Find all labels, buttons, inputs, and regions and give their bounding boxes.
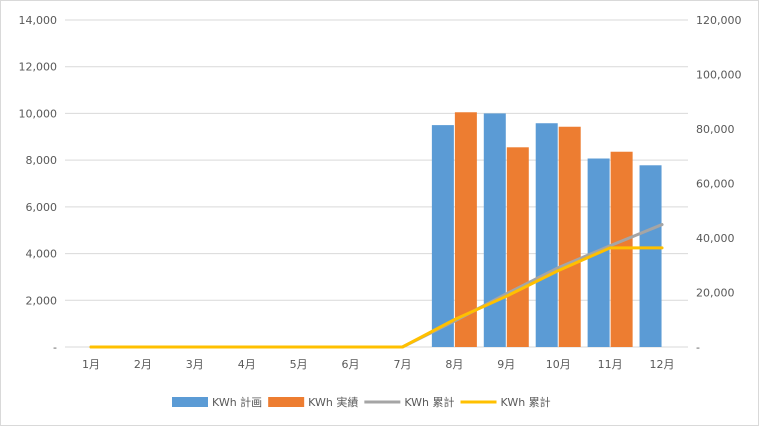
bar-series (431, 112, 662, 347)
y-left-tick-label: 2,000 (26, 294, 58, 307)
x-tick-label: 6月 (342, 358, 360, 371)
bar (483, 113, 506, 347)
x-tick-label: 9月 (497, 358, 515, 371)
x-tick-label: 1月 (82, 358, 100, 371)
y-left-tick-label: 10,000 (19, 107, 58, 120)
y-left-tick-label: 4,000 (26, 248, 58, 261)
series-line (89, 246, 664, 349)
legend-swatch (268, 397, 305, 407)
legend-label: KWh 計画 (212, 395, 262, 409)
bar (431, 125, 454, 347)
y-right-tick-label: - (696, 341, 700, 354)
y-left-tick-label: 14,000 (19, 14, 58, 27)
bar (610, 151, 633, 347)
bar (535, 123, 558, 347)
x-tick-label: 7月 (393, 358, 411, 371)
x-tick-label: 12月 (650, 358, 675, 371)
bar (639, 165, 662, 347)
gridlines (65, 19, 688, 348)
y-right-tick-label: 40,000 (696, 232, 735, 245)
bar (558, 126, 581, 347)
legend: KWh 計画 KWh 実績 KWh 累計 KWh 累計 (172, 395, 551, 409)
legend-label: KWh 実績 (308, 395, 358, 409)
y-right-tick-label: 20,000 (696, 287, 735, 300)
y-right-tick-label: 60,000 (696, 178, 735, 191)
y-left-tick-label: 6,000 (26, 201, 58, 214)
x-tick-label: 10月 (546, 358, 571, 371)
legend-label: KWh 累計 (501, 395, 551, 409)
bar (506, 147, 529, 347)
legend-label: KWh 累計 (404, 395, 454, 409)
x-tick-label: 11月 (598, 358, 623, 371)
y-left-tick-label: 12,000 (19, 61, 58, 74)
x-tick-label: 2月 (134, 358, 152, 371)
legend-swatch (172, 397, 208, 407)
y-right-tick-label: 120,000 (696, 14, 742, 27)
y-left-tick-label: 8,000 (26, 154, 58, 167)
x-tick-label: 5月 (290, 358, 308, 371)
line-series (89, 223, 664, 349)
bar (454, 112, 477, 347)
y-left-tick-label: - (53, 341, 57, 354)
x-tick-label: 3月 (186, 358, 204, 371)
x-tick-label: 4月 (238, 358, 256, 371)
axes: - 2,000 4,000 6,000 8,000 10,000 12,000 14,000 -… (19, 14, 742, 371)
x-tick-label: 8月 (445, 358, 463, 371)
y-right-tick-label: 80,000 (696, 123, 735, 136)
y-right-tick-label: 100,000 (696, 69, 742, 82)
